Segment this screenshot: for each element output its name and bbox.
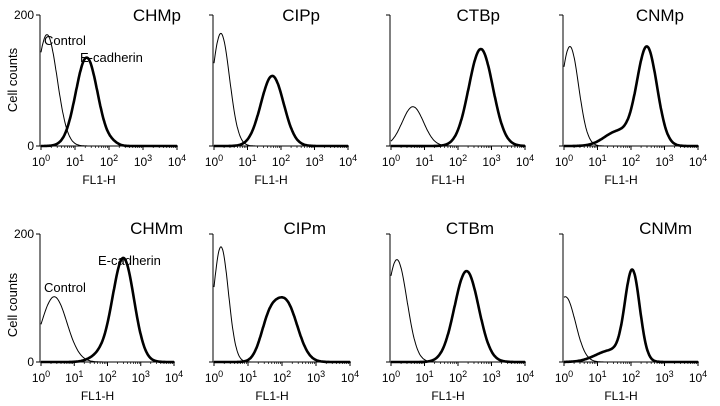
panel-title-cipp: CIPp bbox=[282, 6, 320, 25]
x-tick-label: 101 bbox=[66, 153, 84, 169]
panel-title-cnmp: CNMp bbox=[636, 6, 684, 25]
x-tick-label: 101 bbox=[415, 369, 433, 385]
x-tick-label: 104 bbox=[689, 369, 707, 385]
x-tick-label: 104 bbox=[168, 153, 186, 169]
y-tick-label: 200 bbox=[14, 8, 34, 22]
x-axis-label: FL1-H bbox=[604, 389, 637, 403]
x-axis-label: FL1-H bbox=[255, 389, 288, 403]
x-tick-label: 102 bbox=[449, 153, 467, 169]
x-axis-label: FL1-H bbox=[431, 389, 464, 403]
x-tick-label: 102 bbox=[100, 153, 118, 169]
y-tick-label: 200 bbox=[14, 227, 34, 241]
x-tick-label: 101 bbox=[65, 369, 83, 385]
x-tick-label: 103 bbox=[482, 369, 500, 385]
x-tick-label: 104 bbox=[341, 369, 359, 385]
x-axis-label: FL1-H bbox=[82, 173, 115, 187]
control-histogram bbox=[390, 106, 525, 147]
x-tick-label: 100 bbox=[555, 153, 573, 169]
control-histogram bbox=[563, 46, 698, 147]
ecadherin-histogram bbox=[213, 74, 349, 148]
x-tick-label: 101 bbox=[415, 153, 433, 169]
x-tick-label: 103 bbox=[655, 369, 673, 385]
x-tick-label: 100 bbox=[382, 369, 400, 385]
ecadherin-histogram bbox=[563, 268, 699, 364]
control-histogram bbox=[390, 259, 525, 363]
panel-title-ctbp: CTBp bbox=[457, 6, 500, 25]
x-tick-label: 104 bbox=[516, 153, 534, 169]
x-tick-label: 100 bbox=[205, 369, 223, 385]
x-tick-label: 101 bbox=[239, 369, 257, 385]
panel-title-chmp: CHMp bbox=[133, 6, 181, 25]
y-tick-label: 0 bbox=[27, 355, 34, 369]
panel-title-ctbm: CTBm bbox=[446, 219, 494, 238]
x-axis-label: FL1-H bbox=[254, 173, 287, 187]
ylabel-bottom: Cell counts bbox=[5, 272, 20, 337]
x-tick-label: 104 bbox=[689, 153, 707, 169]
annotation-control-top: Control bbox=[44, 33, 86, 48]
x-tick-label: 102 bbox=[449, 369, 467, 385]
x-tick-label: 100 bbox=[205, 153, 223, 169]
x-tick-label: 100 bbox=[382, 153, 400, 169]
x-tick-label: 104 bbox=[339, 153, 357, 169]
control-histogram bbox=[563, 296, 698, 363]
x-tick-label: 103 bbox=[482, 153, 500, 169]
ecadherin-histogram bbox=[40, 56, 178, 148]
x-tick-label: 103 bbox=[307, 369, 325, 385]
panel-title-cnmm: CNMm bbox=[639, 219, 692, 238]
x-axis-label: FL1-H bbox=[431, 173, 464, 187]
x-tick-label: 104 bbox=[165, 369, 183, 385]
panel-title-chmm: CHMm bbox=[130, 219, 183, 238]
panel-title-cipm: CIPm bbox=[284, 219, 327, 238]
x-tick-label: 100 bbox=[32, 369, 50, 385]
x-tick-label: 102 bbox=[272, 153, 290, 169]
ylabel-top: Cell counts bbox=[5, 47, 20, 112]
x-tick-label: 103 bbox=[134, 153, 152, 169]
y-tick-label: 0 bbox=[27, 139, 34, 153]
x-tick-label: 103 bbox=[655, 153, 673, 169]
x-tick-label: 104 bbox=[516, 369, 534, 385]
x-tick-label: 101 bbox=[238, 153, 256, 169]
annotation-ecadherin-bottom: E-cadherin bbox=[98, 253, 161, 268]
ecadherin-histogram bbox=[213, 295, 351, 364]
x-tick-label: 101 bbox=[588, 369, 606, 385]
x-axis-label: FL1-H bbox=[604, 173, 637, 187]
x-axis-label: FL1-H bbox=[81, 389, 114, 403]
ecadherin-histogram bbox=[390, 47, 526, 148]
x-tick-label: 100 bbox=[32, 153, 50, 169]
annotation-control-bottom: Control bbox=[44, 280, 86, 295]
x-tick-label: 102 bbox=[622, 369, 640, 385]
ecadherin-histogram bbox=[563, 45, 699, 148]
control-histogram bbox=[213, 246, 350, 363]
x-tick-label: 102 bbox=[622, 153, 640, 169]
x-tick-label: 103 bbox=[132, 369, 150, 385]
x-tick-label: 102 bbox=[273, 369, 291, 385]
ecadherin-histogram bbox=[40, 256, 175, 364]
x-tick-label: 100 bbox=[555, 369, 573, 385]
x-tick-label: 103 bbox=[305, 153, 323, 169]
annotation-ecadherin-top: E-cadherin bbox=[80, 50, 143, 65]
x-tick-label: 102 bbox=[98, 369, 116, 385]
ecadherin-histogram bbox=[390, 269, 526, 364]
x-tick-label: 101 bbox=[588, 153, 606, 169]
control-histogram bbox=[40, 296, 174, 363]
